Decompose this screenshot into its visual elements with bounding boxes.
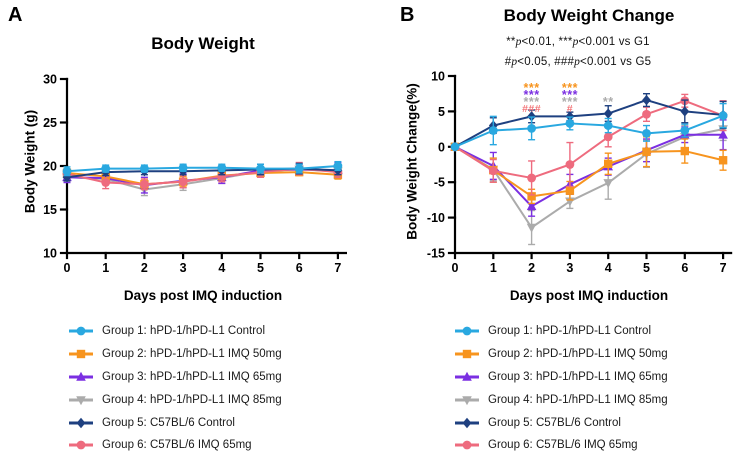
legend-item-group-5: Group 5: C57BL/6 Control <box>68 411 282 434</box>
legend-marker-icon <box>455 440 479 450</box>
legend-item-group-6: Group 6: C57BL/6 IMQ 65mg <box>68 434 282 457</box>
legend-marker-icon <box>455 417 479 428</box>
legend-marker-icon <box>69 349 93 359</box>
svg-text:30: 30 <box>43 73 57 87</box>
x-axis-label-b: Days post IMQ induction <box>509 288 669 303</box>
svg-text:20: 20 <box>43 160 57 174</box>
svg-text:1: 1 <box>490 261 497 275</box>
svg-text:0: 0 <box>64 261 71 275</box>
svg-text:3: 3 <box>180 261 187 275</box>
svg-text:25: 25 <box>43 116 57 130</box>
svg-text:5: 5 <box>257 261 264 275</box>
panel-b: B Body Weight Change **p<0.01, ***p<0.00… <box>371 0 742 467</box>
x-axis-label-a: Days post IMQ induction <box>123 288 283 303</box>
legend-item-label: Group 4: hPD-1/hPD-L1 IMQ 85mg <box>102 393 282 406</box>
legend-panel-a: Group 1: hPD-1/hPD-L1 Control Group 2: hP… <box>68 320 282 457</box>
legend-item-label: Group 3: hPD-1/hPD-L1 IMQ 65mg <box>102 370 282 383</box>
svg-text:4: 4 <box>218 261 225 275</box>
svg-text:-5: -5 <box>434 176 445 190</box>
legend-marker-icon <box>69 395 93 405</box>
legend-item-label: Group 5: C57BL/6 Control <box>488 416 621 429</box>
series-group-1 <box>450 102 728 152</box>
svg-text:***: *** <box>524 81 540 95</box>
svg-text:10: 10 <box>431 70 445 84</box>
axes <box>59 77 347 260</box>
panel-letter-a: A <box>8 4 23 26</box>
svg-text:***: *** <box>562 88 578 102</box>
legend-item-group-3: Group 3: hPD-1/hPD-L1 IMQ 65mg <box>454 366 668 389</box>
legend-panel-b: Group 1: hPD-1/hPD-L1 Control Group 2: hP… <box>454 320 668 457</box>
legend-item-label: Group 2: hPD-1/hPD-L1 IMQ 50mg <box>102 348 282 361</box>
legend-item-label: Group 3: hPD-1/hPD-L1 IMQ 65mg <box>488 370 668 383</box>
axes <box>447 74 733 260</box>
legend-marker-icon <box>69 440 93 450</box>
svg-text:10: 10 <box>43 247 57 261</box>
legend-marker-icon <box>455 349 479 359</box>
significance-note-vs-g1: **p<0.01, ***p<0.001 vs G1 <box>506 36 650 48</box>
svg-text:5: 5 <box>438 105 445 119</box>
svg-text:7: 7 <box>334 261 341 275</box>
legend-item-group-2: Group 2: hPD-1/hPD-L1 IMQ 50mg <box>68 343 282 366</box>
legend-marker-icon <box>69 417 93 428</box>
panel-a: A Body Weight 10 15 20 25 30 0 1 2 3 4 5 6 7 Body We… <box>8 4 347 457</box>
svg-text:###: ### <box>522 103 541 115</box>
svg-text:4: 4 <box>605 261 612 275</box>
svg-text:0: 0 <box>438 140 445 154</box>
panel-letter-b: B <box>400 4 415 26</box>
svg-text:***: *** <box>524 95 540 109</box>
legend-item-label: Group 6: C57BL/6 IMQ 65mg <box>488 439 638 452</box>
legend-item-group-3: Group 3: hPD-1/hPD-L1 IMQ 65mg <box>68 366 282 389</box>
svg-text:0: 0 <box>452 261 459 275</box>
chart-title-body-weight-change: Body Weight Change <box>503 6 675 25</box>
legend-item-label: Group 2: hPD-1/hPD-L1 IMQ 50mg <box>488 348 668 361</box>
legend-marker-icon <box>455 371 479 381</box>
chart-title-body-weight: Body Weight <box>151 34 255 53</box>
legend-marker-icon <box>455 395 479 405</box>
svg-text:***: *** <box>562 81 578 95</box>
svg-text:2: 2 <box>141 261 148 275</box>
svg-text:3: 3 <box>566 261 573 275</box>
svg-text:7: 7 <box>720 261 727 275</box>
legend-item-label: Group 1: hPD-1/hPD-L1 Control <box>102 325 265 338</box>
legend-item-group-6: Group 6: C57BL/6 IMQ 65mg <box>454 434 668 457</box>
svg-text:6: 6 <box>296 261 303 275</box>
body-weight-plot: 10 15 20 25 30 0 1 2 3 4 5 6 7 <box>43 73 347 275</box>
legend-item-group-4: Group 4: hPD-1/hPD-L1 IMQ 85mg <box>68 388 282 411</box>
legend-item-group-4: Group 4: hPD-1/hPD-L1 IMQ 85mg <box>454 388 668 411</box>
legend-item-group-2: Group 2: hPD-1/hPD-L1 IMQ 50mg <box>454 343 668 366</box>
svg-text:6: 6 <box>681 261 688 275</box>
svg-text:-10: -10 <box>427 211 445 225</box>
legend-marker-icon <box>455 326 479 336</box>
svg-text:15: 15 <box>43 203 57 217</box>
svg-text:2: 2 <box>528 261 535 275</box>
svg-text:5: 5 <box>643 261 650 275</box>
legend-item-label: Group 5: C57BL/6 Control <box>102 416 235 429</box>
legend-item-label: Group 4: hPD-1/hPD-L1 IMQ 85mg <box>488 393 668 406</box>
svg-text:***: *** <box>524 88 540 102</box>
legend-marker-icon <box>69 326 93 336</box>
series-group-1 <box>62 160 343 177</box>
legend-item-label: Group 1: hPD-1/hPD-L1 Control <box>488 325 651 338</box>
y-axis-label-b: Body Weight Change(%) <box>404 83 420 240</box>
legend-item-group-1: Group 1: hPD-1/hPD-L1 Control <box>68 320 282 343</box>
svg-text:1: 1 <box>102 261 109 275</box>
y-axis-label-a: Body Weight (g) <box>22 109 38 214</box>
legend-item-group-1: Group 1: hPD-1/hPD-L1 Control <box>454 320 668 343</box>
svg-text:**: ** <box>603 95 614 109</box>
significance-note-vs-g5: #p<0.05, ###p<0.001 vs G5 <box>504 56 652 68</box>
svg-text:***: *** <box>562 95 578 109</box>
legend-item-group-5: Group 5: C57BL/6 Control <box>454 411 668 434</box>
legend-item-label: Group 6: C57BL/6 IMQ 65mg <box>102 439 252 452</box>
svg-text:#: # <box>567 103 573 115</box>
legend-marker-icon <box>69 371 93 381</box>
svg-text:-15: -15 <box>427 247 445 261</box>
